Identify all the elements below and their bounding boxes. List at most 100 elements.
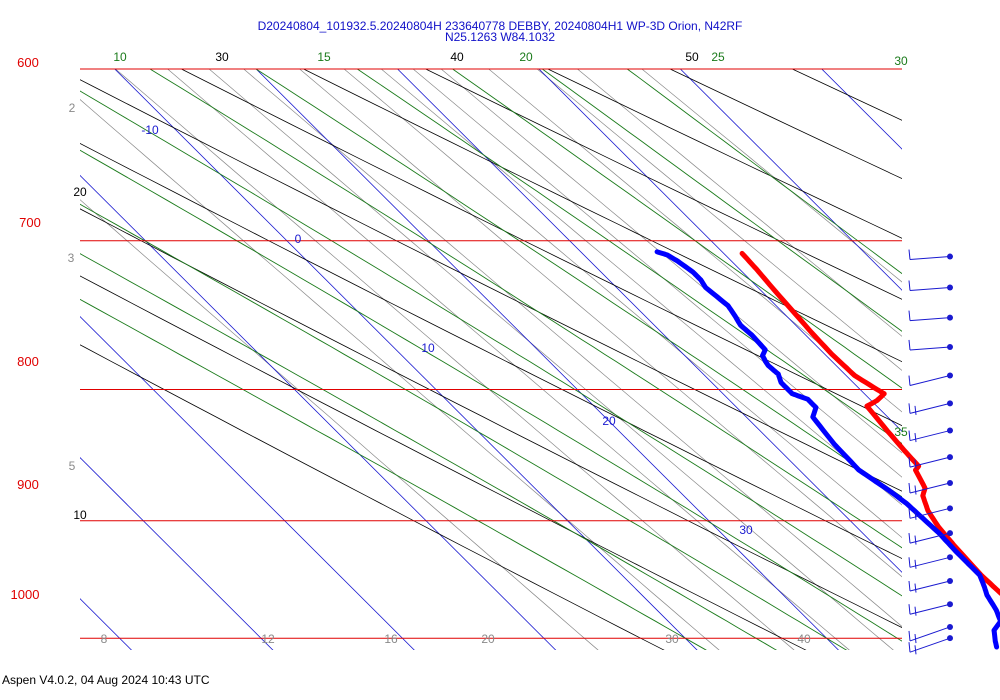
moist-adiabat-5 [80, 149, 902, 642]
moist-adiabat-label-20: 20 [519, 50, 533, 64]
chart-labels: 600 700 800 900 1000 -10 0 10 20 30 10 1… [11, 50, 908, 646]
mixing-ratio-label-2: 2 [69, 101, 76, 115]
isotherm-label-0: 0 [295, 232, 302, 246]
wind-barb-flag-890 [908, 508, 911, 519]
moist-adiabat-15 [149, 69, 902, 549]
dewpoint-profile [654, 249, 1000, 650]
wind-barb-staff-790 [909, 375, 951, 387]
wind-barb-flag-790 [908, 375, 911, 386]
moist-adiabat-40 [626, 69, 902, 275]
dry-adiabat-370 [749, 0, 1000, 693]
dry-adiabat-320 [302, 69, 902, 363]
wind-barb-flag2-850 [914, 459, 917, 469]
wind-barb-750 [908, 310, 953, 322]
mixing-ratio-label-8: 8 [101, 632, 108, 646]
dry-adiabat-label-30: 30 [215, 50, 229, 64]
dry-adiabat-340 [546, 69, 902, 239]
dry-adiabat-380 [869, 0, 1000, 693]
wind-barb-dot-970 [947, 601, 953, 608]
moist-adiabat-label-15: 15 [317, 50, 331, 64]
wind-barb-dot-990 [947, 623, 953, 630]
dry-adiabat-350 [669, 69, 902, 180]
pressure-label-1000: 1000 [11, 587, 40, 602]
wind-barb-dot-710 [947, 253, 953, 260]
wind-barb-flag-770 [908, 339, 911, 350]
wind-barb-dot-870 [947, 479, 953, 486]
mixing-ratio-30 [576, 69, 902, 337]
moist-adiabat-30 [451, 69, 902, 389]
pressure-label-800: 800 [17, 354, 39, 369]
wind-barb-flag2-910 [914, 535, 917, 545]
wind-barb-staff-830 [909, 430, 951, 442]
wind-barb-dot-730 [947, 284, 953, 291]
wind-barb-flag-730 [908, 280, 911, 291]
isotherm-label-m10: -10 [141, 123, 159, 137]
wind-barb-flag-710 [908, 249, 911, 260]
moist-adiabat--10 [80, 298, 707, 650]
wind-barb-staff-730 [909, 287, 951, 292]
wind-barb-staff-930 [909, 556, 951, 568]
wind-barb-890 [908, 505, 953, 520]
mixing-ratio-label-16: 16 [384, 632, 398, 646]
mixing-ratio-5 [208, 69, 894, 650]
wind-barb-850 [908, 454, 953, 469]
wind-barb-flag-810 [908, 403, 911, 414]
wind-barb-1000 [908, 635, 953, 655]
moist-adiabat-0 [80, 203, 848, 650]
wind-barb-staff-770 [909, 346, 951, 351]
mixing-ratio-label-30: 30 [665, 632, 679, 646]
isotherm-label-10: 10 [421, 341, 435, 355]
wind-barb-flag-1000 [908, 642, 911, 653]
dry-adiabat-310 [180, 69, 902, 427]
wind-barb-staff-1000 [909, 637, 951, 653]
wind-barb-flag-750 [908, 310, 911, 321]
isotherm-30 [679, 69, 902, 291]
wind-barb-flag-850 [908, 457, 911, 468]
wind-barb-dot-810 [947, 400, 953, 407]
moist-adiabat-label-25: 25 [711, 50, 725, 64]
wind-barb-staff-870 [909, 482, 951, 494]
dry-adiabat-260 [80, 344, 665, 650]
dry-adiabat-270 [80, 275, 807, 650]
wind-barb-staff-810 [909, 402, 951, 414]
pressure-label-900: 900 [17, 477, 39, 492]
mixing-ratio-12 [380, 69, 902, 506]
mixing-ratio-25 [536, 69, 902, 371]
wind-barb-dot-750 [947, 314, 953, 321]
wind-barb-990 [908, 623, 953, 644]
chart-subtitle: N25.1263 W84.1032 [444, 30, 556, 44]
wind-barb-flag-870 [908, 482, 911, 494]
isotherm-label-30: 30 [739, 523, 753, 537]
moist-adiabat-label-10: 10 [113, 50, 127, 64]
footer-text: Aspen V4.0.2, 04 Aug 2024 10:43 UTC [2, 673, 210, 687]
wind-barb-flag-990 [908, 630, 911, 642]
wind-barb-flag2-930 [914, 559, 917, 569]
mixing-ratio-label-5: 5 [69, 459, 76, 473]
mixing-ratio-label-40: 40 [797, 632, 811, 646]
mixing-ratio-10 [343, 69, 902, 538]
wind-barb-staff-950 [909, 580, 951, 592]
pressure-label-700: 700 [19, 215, 41, 230]
wind-barb-flag2-950 [914, 583, 917, 593]
wind-barb-910 [908, 530, 953, 545]
isotherm-20 [538, 69, 902, 432]
wind-barb-staff-890 [909, 507, 951, 519]
wind-barb-dot-790 [947, 372, 953, 379]
mixing-ratio-label-20: 20 [481, 632, 495, 646]
mixing-ratio-2 [80, 99, 720, 650]
wind-barb-staff-750 [909, 317, 951, 322]
moist-adiabat-20 [255, 69, 902, 498]
wind-barb-flag2-970 [914, 606, 917, 616]
wind-barb-830 [908, 427, 953, 443]
wind-barb-870 [908, 479, 953, 495]
isotherm--20 [80, 174, 557, 650]
wind-barb-flag2-830 [914, 432, 917, 443]
mixing-ratio-40 [641, 69, 902, 283]
moist-adiabat-35 [541, 69, 902, 332]
wind-barb-staff-910 [909, 532, 951, 544]
moist-adiabat-25 [356, 69, 902, 445]
wind-barb-dot-1000 [947, 635, 953, 642]
